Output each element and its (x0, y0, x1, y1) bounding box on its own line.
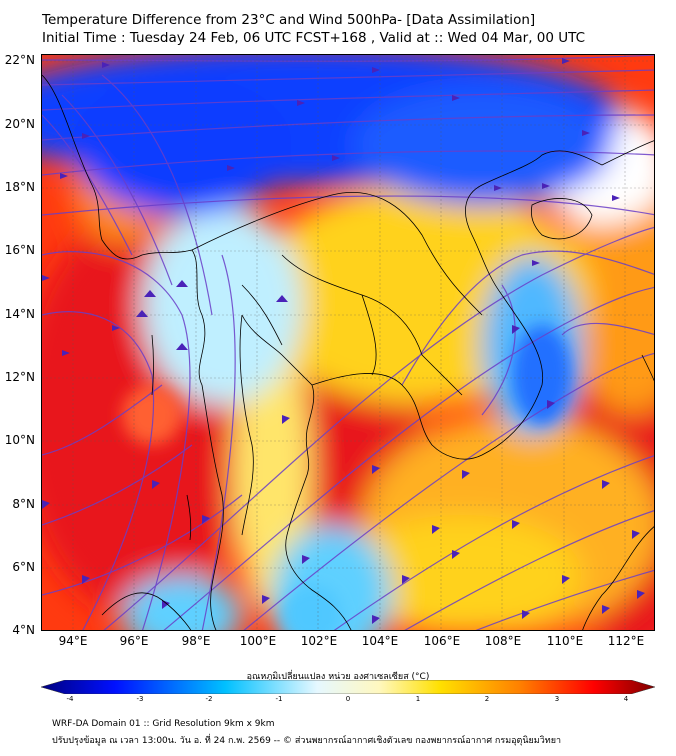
lat-label: 6°N (12, 560, 35, 574)
lon-label: 112°E (607, 634, 645, 648)
colorbar-tick: -4 (66, 695, 74, 703)
lon-label: 96°E (119, 634, 149, 648)
map-grid (42, 55, 654, 630)
colorbar-tick: -3 (136, 695, 144, 703)
lon-label: 108°E (484, 634, 522, 648)
chart-subtitle: Initial Time : Tuesday 24 Feb, 06 UTC FC… (42, 30, 586, 46)
colorbar-tick: 0 (345, 695, 351, 703)
lat-label: 12°N (4, 370, 35, 384)
lat-label: 22°N (4, 53, 35, 67)
colorbar-tick: 1 (415, 695, 421, 703)
colorbar-tick: -2 (205, 695, 213, 703)
chart-title: Temperature Difference from 23°C and Win… (42, 12, 536, 28)
colorbar-tick: 2 (484, 695, 490, 703)
lon-label: 94°E (58, 634, 88, 648)
lon-label: 104°E (361, 634, 399, 648)
lat-label: 18°N (4, 180, 35, 194)
colorbar (41, 680, 655, 694)
lon-label: 100°E (239, 634, 277, 648)
lat-label: 4°N (12, 623, 35, 637)
colorbar-tick: 3 (554, 695, 560, 703)
lon-label: 106°E (423, 634, 461, 648)
map-panel (41, 54, 655, 631)
lon-label: 102°E (300, 634, 338, 648)
lat-label: 14°N (4, 307, 35, 321)
colorbar-tick: 4 (623, 695, 629, 703)
wind-streamlines (42, 55, 654, 630)
lat-label: 10°N (4, 433, 35, 447)
lon-label: 110°E (546, 634, 584, 648)
colorbar-tick: -1 (275, 695, 283, 703)
lat-label: 20°N (4, 117, 35, 131)
footer-model-info: WRF-DA Domain 01 :: Grid Resolution 9km … (52, 719, 275, 729)
colorbar-title: อุณหภูมิเปลี่ยนแปลง หน่วย องศาเซลเซียส (… (246, 672, 430, 682)
lon-label: 98°E (181, 634, 211, 648)
lat-label: 16°N (4, 243, 35, 257)
temperature-field-map (42, 55, 654, 630)
lat-label: 8°N (12, 497, 35, 511)
footer-credit: ปรับปรุงข้อมูล ณ เวลา 13:00น. วัน อ. ที่… (52, 736, 562, 746)
